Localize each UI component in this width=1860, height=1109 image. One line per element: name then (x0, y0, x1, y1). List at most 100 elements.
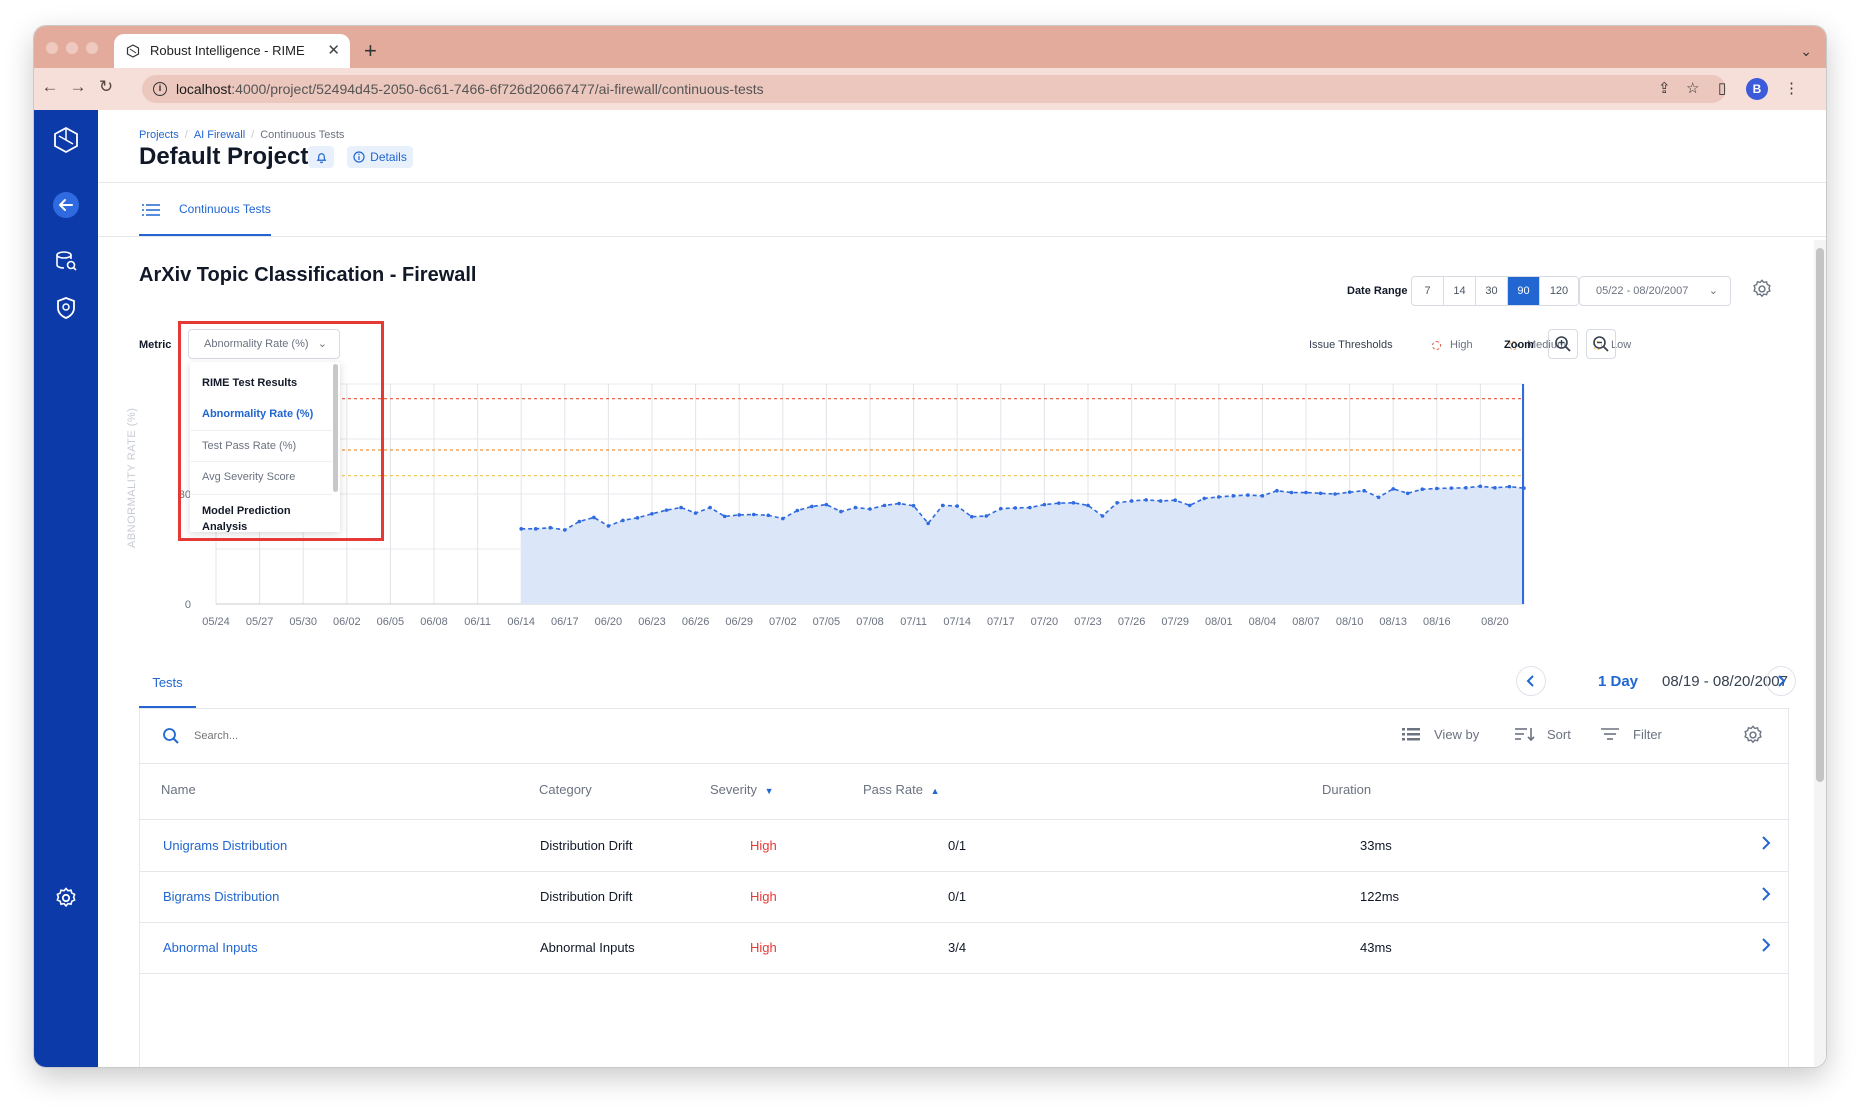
tab-continuous-tests[interactable]: Continuous Tests (139, 196, 271, 236)
column-header-name[interactable]: Name (161, 782, 196, 797)
profile-avatar[interactable]: B (1746, 78, 1768, 100)
address-bar[interactable]: i localhost:4000/project/52494d45-2050-6… (142, 75, 1726, 103)
date-range-label: Date Range (1347, 285, 1408, 297)
back-arrow-icon[interactable]: ← (41, 77, 59, 96)
breadcrumb-ai-firewall[interactable]: AI Firewall (193, 129, 246, 141)
data-point (1391, 487, 1395, 491)
share-icon[interactable]: ⇪ (1658, 80, 1671, 97)
tab-close-icon[interactable]: ✕ (327, 42, 340, 59)
date-range-120[interactable]: 120 (1549, 285, 1569, 297)
previous-period-button[interactable] (1516, 666, 1546, 696)
column-header-pass-rate[interactable]: Pass Rate ▲ (863, 782, 940, 797)
details-label: Details (370, 150, 407, 164)
x-tick-label: 07/05 (813, 616, 841, 628)
sort-button[interactable]: Sort (1515, 727, 1571, 742)
new-tab-icon[interactable]: + (364, 38, 377, 63)
date-picker[interactable]: 05/22 - 08/20/2007 ⌄ (1579, 276, 1731, 306)
test-name-link[interactable]: Bigrams Distribution (163, 889, 280, 904)
data-search-icon[interactable] (50, 245, 82, 277)
column-header-category[interactable]: Category (539, 782, 592, 797)
chart-settings-gear-icon[interactable] (1751, 278, 1773, 300)
header-divider (98, 182, 1826, 183)
table-settings-gear-icon[interactable] (1742, 724, 1764, 746)
data-point (1100, 514, 1105, 518)
tab-title: Robust Intelligence - RIME (150, 43, 305, 58)
next-period-button[interactable] (1766, 666, 1796, 696)
notifications-button[interactable] (308, 146, 334, 168)
firewall-shield-icon[interactable] (50, 292, 82, 324)
bell-icon (316, 152, 326, 163)
filter-button[interactable]: Filter (1601, 727, 1662, 742)
reload-icon[interactable]: ↻ (98, 77, 114, 96)
date-range-14[interactable]: 14 (1444, 277, 1476, 305)
chevron-right-icon[interactable] (1760, 886, 1772, 902)
zoom-in-button[interactable] (1548, 329, 1578, 359)
tab-tests[interactable]: Tests (139, 668, 196, 708)
dropdown-option-abnormality-rate[interactable]: Abnormality Rate (%) (202, 408, 314, 420)
zoom-out-button[interactable] (1586, 329, 1616, 359)
data-point (1057, 501, 1061, 505)
data-point (1449, 486, 1454, 490)
x-tick-label: 05/30 (289, 616, 317, 628)
close-window-button[interactable] (46, 42, 58, 54)
table-row[interactable]: Bigrams Distribution Distribution Drift … (140, 872, 1788, 923)
bookmark-star-icon[interactable]: ☆ (1686, 80, 1700, 97)
page-scrollbar-thumb[interactable] (1816, 248, 1824, 782)
breadcrumb-projects[interactable]: Projects (139, 129, 179, 141)
test-severity: High (750, 940, 777, 955)
legend-high[interactable]: High (1430, 339, 1473, 351)
search-input[interactable] (194, 726, 494, 746)
chevron-right-icon[interactable] (1760, 937, 1772, 953)
tab-search-chevron-icon[interactable]: ⌄ (1800, 43, 1812, 59)
x-tick-label: 07/11 (900, 616, 927, 628)
view-by-button[interactable]: View by (1402, 727, 1479, 742)
settings-gear-icon[interactable] (50, 882, 82, 914)
test-name-link[interactable]: Abnormal Inputs (163, 940, 258, 955)
metric-select[interactable]: Abnormality Rate (%) ⌄ (188, 329, 340, 359)
data-point (548, 525, 553, 530)
maximize-window-button[interactable] (86, 42, 98, 54)
date-range-90[interactable]: 90 (1508, 277, 1540, 305)
date-range-30[interactable]: 30 (1476, 277, 1508, 305)
back-arrow-icon[interactable] (50, 189, 82, 221)
data-point (1493, 485, 1497, 490)
data-point (1478, 484, 1483, 489)
x-tick-label: 05/27 (246, 616, 274, 628)
browser-menu-icon[interactable]: ⋮ (1784, 80, 1799, 97)
table-row[interactable]: Abnormal Inputs Abnormal Inputs High 3/4… (140, 923, 1788, 974)
chevron-right-icon[interactable] (1760, 835, 1772, 851)
forward-arrow-icon[interactable]: → (69, 77, 87, 96)
rime-favicon-icon (126, 44, 140, 58)
x-tick-label: 07/20 (1031, 616, 1059, 628)
column-header-duration[interactable]: Duration (1322, 782, 1372, 797)
site-info-icon[interactable]: i (153, 82, 167, 96)
details-button[interactable]: Details (347, 146, 413, 168)
browser-tab[interactable]: Robust Intelligence - RIME ✕ (114, 34, 350, 68)
column-header-severity[interactable]: Severity ▼ (710, 782, 774, 797)
data-point (926, 521, 930, 526)
data-point (1405, 491, 1410, 496)
search-icon[interactable] (162, 727, 180, 745)
data-point (1231, 494, 1236, 498)
data-point (635, 516, 640, 520)
minimize-window-button[interactable] (66, 42, 78, 54)
data-point (1086, 503, 1090, 508)
date-range-7[interactable]: 7 (1412, 277, 1444, 305)
test-name-link[interactable]: Unigrams Distribution (163, 838, 288, 853)
filter-label: Filter (1633, 727, 1662, 742)
breadcrumb-current: Continuous Tests (260, 129, 345, 141)
annotation-highlight-box (178, 321, 384, 541)
data-point (751, 512, 756, 517)
x-tick-label: 08/04 (1249, 616, 1277, 628)
url-host: localhost (176, 81, 232, 97)
rime-logo-icon[interactable] (50, 124, 82, 156)
legend-low[interactable]: Low (1591, 339, 1631, 351)
zoom-out-icon (1593, 336, 1609, 352)
side-panel-icon[interactable]: ▯ (1718, 80, 1727, 97)
data-point (1042, 502, 1047, 507)
table-row[interactable]: Unigrams Distribution Distribution Drift… (140, 821, 1788, 872)
dropdown-scrollbar[interactable] (333, 364, 338, 492)
zoom-label: Zoom (1504, 339, 1534, 351)
dropdown-option-avg-severity-score[interactable]: Avg Severity Score (190, 461, 332, 492)
dropdown-option-test-pass-rate[interactable]: Test Pass Rate (%) (190, 430, 332, 461)
